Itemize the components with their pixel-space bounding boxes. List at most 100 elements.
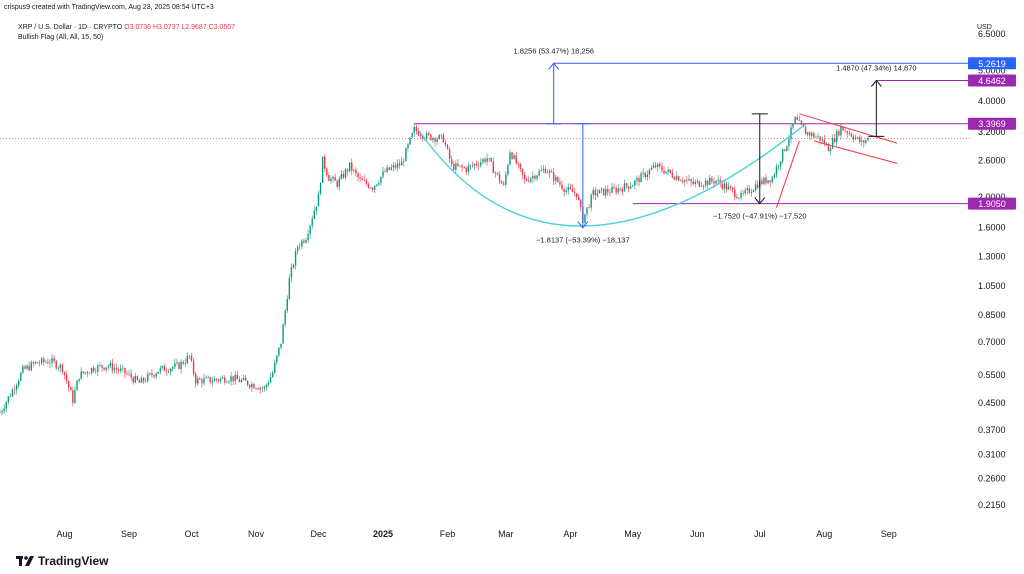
candle-body bbox=[24, 366, 26, 369]
level-price-label: 3.3969 bbox=[978, 119, 1006, 129]
candle-body bbox=[249, 385, 251, 388]
symbol-label[interactable]: XRP / U.S. Dollar · 1D · CRYPTO bbox=[18, 24, 123, 31]
candle-body bbox=[105, 367, 107, 370]
candle-body bbox=[386, 167, 388, 172]
candle-body bbox=[230, 376, 232, 382]
candle-body bbox=[665, 171, 667, 174]
candle-body bbox=[384, 171, 386, 173]
candle-body bbox=[484, 159, 486, 162]
candle-body bbox=[613, 187, 615, 189]
candle-body bbox=[382, 171, 384, 177]
candle-body bbox=[261, 387, 263, 389]
candle-body bbox=[3, 408, 5, 411]
candle-body bbox=[292, 265, 295, 268]
candle-body bbox=[732, 187, 734, 190]
candle-body bbox=[769, 180, 771, 183]
candle-body bbox=[519, 163, 522, 169]
candle-body bbox=[47, 361, 49, 364]
candle-body bbox=[380, 176, 382, 183]
candle-body bbox=[542, 168, 544, 171]
candle-body bbox=[257, 388, 259, 390]
candle-body bbox=[748, 188, 751, 193]
candle-body bbox=[82, 371, 84, 374]
candle-body bbox=[586, 207, 588, 215]
candle-body bbox=[798, 119, 801, 121]
candle-body bbox=[51, 358, 53, 363]
candle-body bbox=[815, 136, 817, 138]
candle-body bbox=[817, 136, 819, 137]
candle-body bbox=[165, 371, 168, 372]
candle-body bbox=[265, 384, 268, 387]
candle-body bbox=[494, 172, 497, 174]
y-tick-label: 1.0500 bbox=[978, 281, 1006, 291]
candle-body bbox=[590, 194, 592, 208]
y-tick-label: 0.7000 bbox=[978, 337, 1006, 347]
candle-body bbox=[219, 378, 222, 381]
candle-body bbox=[515, 155, 517, 164]
candle-body bbox=[750, 191, 753, 193]
candle-body bbox=[854, 137, 857, 140]
candle-body bbox=[600, 188, 603, 190]
measure-label: −1.8137 (−53.39%) −18,137 bbox=[536, 236, 630, 245]
candle-body bbox=[863, 140, 865, 143]
candles-group bbox=[0, 113, 869, 415]
candle-body bbox=[648, 169, 651, 175]
candle-body bbox=[407, 144, 409, 149]
candle-body bbox=[409, 137, 411, 145]
candle-body bbox=[432, 138, 434, 141]
candle-body bbox=[784, 149, 786, 151]
candle-body bbox=[369, 187, 372, 189]
candle-body bbox=[117, 369, 120, 371]
flag-upper-line bbox=[799, 113, 898, 144]
candle-body bbox=[707, 180, 709, 185]
candle-body bbox=[26, 365, 28, 369]
candle-body bbox=[619, 188, 622, 190]
candle-body bbox=[236, 375, 238, 380]
candle-body bbox=[103, 367, 105, 370]
candle-body bbox=[819, 136, 821, 141]
candle-body bbox=[209, 377, 211, 383]
candle-body bbox=[419, 135, 422, 137]
candle-body bbox=[161, 366, 164, 368]
candle-body bbox=[715, 180, 717, 184]
candle-body bbox=[717, 179, 719, 181]
candle-body bbox=[517, 163, 520, 165]
candle-body bbox=[136, 376, 139, 381]
candle-body bbox=[775, 166, 778, 175]
candle-body bbox=[392, 165, 395, 168]
candle-body bbox=[698, 181, 701, 187]
candle-body bbox=[378, 182, 380, 185]
measure-arrowhead bbox=[754, 197, 766, 205]
candle-body bbox=[800, 120, 803, 125]
x-tick-label: Jul bbox=[754, 529, 766, 539]
candle-body bbox=[530, 178, 532, 182]
candle-body bbox=[788, 139, 790, 147]
x-tick-label: May bbox=[624, 529, 642, 539]
candle-body bbox=[340, 174, 343, 179]
candle-body bbox=[823, 139, 825, 145]
candle-body bbox=[577, 197, 580, 200]
candle-body bbox=[438, 135, 440, 139]
candle-body bbox=[858, 137, 861, 142]
candle-body bbox=[182, 361, 184, 364]
candle-body bbox=[113, 368, 116, 371]
candle-body bbox=[523, 174, 526, 180]
legend-indicator[interactable]: Bullish Flag (All, All, 15, 50) bbox=[18, 34, 104, 41]
candle-body bbox=[836, 130, 838, 142]
candle-body bbox=[15, 385, 18, 390]
level-price-label: 1.9050 bbox=[978, 199, 1006, 209]
candle-body bbox=[134, 376, 137, 383]
candle-body bbox=[575, 193, 578, 198]
candle-body bbox=[376, 184, 378, 186]
candle-body bbox=[359, 177, 361, 179]
candle-body bbox=[634, 180, 636, 186]
measure-arrowhead bbox=[577, 221, 589, 229]
candle-body bbox=[388, 167, 390, 170]
candle-body bbox=[199, 378, 201, 380]
candle-body bbox=[742, 192, 744, 194]
candle-body bbox=[736, 196, 738, 199]
candle-body bbox=[638, 177, 640, 183]
candle-body bbox=[215, 378, 218, 380]
candle-body bbox=[630, 186, 632, 189]
